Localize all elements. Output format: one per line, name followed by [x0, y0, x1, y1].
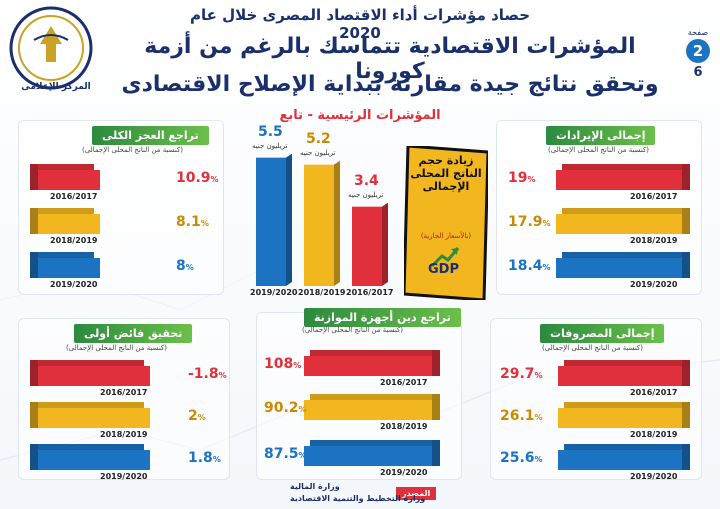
- debt-bar-2018-2019: [304, 394, 440, 420]
- source-label: المصدر: [396, 487, 437, 500]
- page-label: صفحة: [687, 28, 709, 37]
- surplus-bar-2019-2020: [30, 444, 150, 470]
- debt-year-label: 2018/2019: [380, 422, 428, 431]
- gdp-column-side: [334, 160, 340, 286]
- surplus-value-label: 2%: [188, 408, 206, 424]
- deficit-year-label: 2019/2020: [50, 280, 98, 289]
- gdp-year-label: 2018/2019: [298, 288, 346, 297]
- revenues-note: (كنسبة من الناتج المحلى الإجمالى): [548, 146, 649, 154]
- gdp-unit-label: تريليون جنيه: [252, 141, 288, 150]
- expenses-year-label: 2016/2017: [630, 388, 678, 397]
- gdp-column-2019-2020: [256, 157, 286, 286]
- gdp-column-2016-2017: [352, 206, 382, 286]
- gdp-column-side: [286, 153, 292, 286]
- surplus-value-label: -1.8%: [188, 366, 227, 382]
- deficit-bar-2019-2020: [30, 252, 100, 278]
- debt-bar-2019-2020: [304, 440, 440, 466]
- debt-year-label: 2019/2020: [380, 468, 428, 477]
- page-total: 6: [693, 65, 703, 80]
- source-finance: وزارة المالية: [290, 482, 340, 491]
- deficit-value-label: 8%: [176, 258, 194, 274]
- page-number: 2: [686, 39, 710, 63]
- gdp-unit-label: تريليون جنيه: [300, 148, 336, 157]
- gdp-logo: GDP: [428, 262, 459, 277]
- page-indicator: صفحة 2 6: [682, 28, 714, 80]
- deficit-value-label: 10.9%: [176, 170, 219, 186]
- deficit-year-label: 2018/2019: [50, 236, 98, 245]
- gdp-column-side: [382, 202, 388, 286]
- gdp-value-label: 5.5: [258, 123, 283, 140]
- gdp-arrow-icon: [430, 247, 460, 268]
- top-title: حصاد مؤشرات أداء الاقتصاد المصرى خلال عا…: [189, 6, 531, 42]
- deficit-value-label: 8.1%: [176, 214, 209, 230]
- expenses-title: إجمالى المصروفات: [540, 324, 665, 343]
- gdp-column-2018-2019: [304, 164, 334, 286]
- deficit-year-label: 2016/2017: [50, 192, 98, 201]
- revenues-bar-2019-2020: [556, 252, 690, 278]
- revenues-bar-2018-2019: [556, 208, 690, 234]
- revenues-year-label: 2019/2020: [630, 280, 678, 289]
- surplus-value-label: 1.8%: [188, 450, 221, 466]
- gdp-unit-label: تريليون جنيه: [348, 190, 384, 199]
- expenses-year-label: 2018/2019: [630, 430, 678, 439]
- revenues-value-label: 17.9%: [508, 214, 551, 230]
- expenses-year-label: 2019/2020: [630, 472, 678, 481]
- debt-value-label: 108%: [264, 356, 302, 372]
- expenses-value-label: 26.1%: [500, 408, 543, 424]
- logo-caption: المركز الإعلامى: [21, 82, 91, 92]
- expenses-value-label: 25.6%: [500, 450, 543, 466]
- expenses-note: (كنسبة من الناتج المحلى الإجمالى): [542, 344, 643, 352]
- gdp-value-label: 3.4: [354, 172, 379, 189]
- gdp-column-chart: [256, 153, 388, 286]
- headline-line-2: وتحقق نتائج جيدة مقارنة ببداية الإصلاح ا…: [121, 72, 659, 97]
- source-planning: وزارة التخطيط والتنمية الاقتصادية: [290, 494, 426, 503]
- revenues-year-label: 2016/2017: [630, 192, 678, 201]
- deficit-title: تراجع العجز الكلى: [92, 126, 209, 145]
- gdp-value-label: 5.2: [306, 130, 331, 147]
- debt-note: (كنسبة من الناتج المحلى الإجمالى): [302, 326, 403, 334]
- eagle-seal-icon: [9, 6, 93, 90]
- surplus-year-label: 2016/2017: [100, 388, 148, 397]
- debt-year-label: 2016/2017: [380, 378, 428, 387]
- surplus-year-label: 2019/2020: [100, 472, 148, 481]
- gdp-highlight-box: [404, 146, 488, 300]
- deficit-bar-2018-2019: [30, 208, 100, 234]
- deficit-note: (كنسبة من الناتج المحلى الإجمالى): [82, 146, 183, 154]
- headline-line-1: المؤشرات الاقتصادية تتماسك بالرغم من أزم…: [144, 34, 636, 84]
- logo: المركز الإعلامى: [4, 4, 98, 98]
- surplus-bar-2018-2019: [30, 402, 150, 428]
- debt-title: تراجع دين أجهزة الموازنة: [304, 308, 461, 327]
- surplus-title: تحقيق فائض أولى: [74, 324, 193, 343]
- gdp-year-label: 2016/2017: [346, 288, 394, 297]
- revenues-title: إجمالى الإيرادات: [546, 126, 656, 145]
- surplus-year-label: 2018/2019: [100, 430, 148, 439]
- debt-value-label: 90.2%: [264, 400, 307, 416]
- expenses-bar-2019-2020: [558, 444, 690, 470]
- gdp-sub: (بالأسعار الجارية): [420, 232, 472, 240]
- surplus-note: (كنسبة من الناتج المحلى الإجمالى): [66, 344, 167, 352]
- expenses-bar-2018-2019: [558, 402, 690, 428]
- surplus-bar-2016-2017: [30, 360, 150, 386]
- debt-bar-2016-2017: [304, 350, 440, 376]
- subheading: المؤشرات الرئيسية - تابع: [279, 108, 441, 123]
- revenues-bar-2016-2017: [556, 164, 690, 190]
- gdp-label: زيادة حجم الناتج المحلى الإجمالى: [410, 154, 482, 193]
- revenues-value-label: 18.4%: [508, 258, 551, 274]
- expenses-bar-2016-2017: [558, 360, 690, 386]
- deficit-bar-2016-2017: [30, 164, 100, 190]
- revenues-year-label: 2018/2019: [630, 236, 678, 245]
- revenues-value-label: 19%: [508, 170, 536, 186]
- gdp-year-label: 2019/2020: [250, 288, 298, 297]
- expenses-value-label: 29.7%: [500, 366, 543, 382]
- debt-value-label: 87.5%: [264, 446, 307, 462]
